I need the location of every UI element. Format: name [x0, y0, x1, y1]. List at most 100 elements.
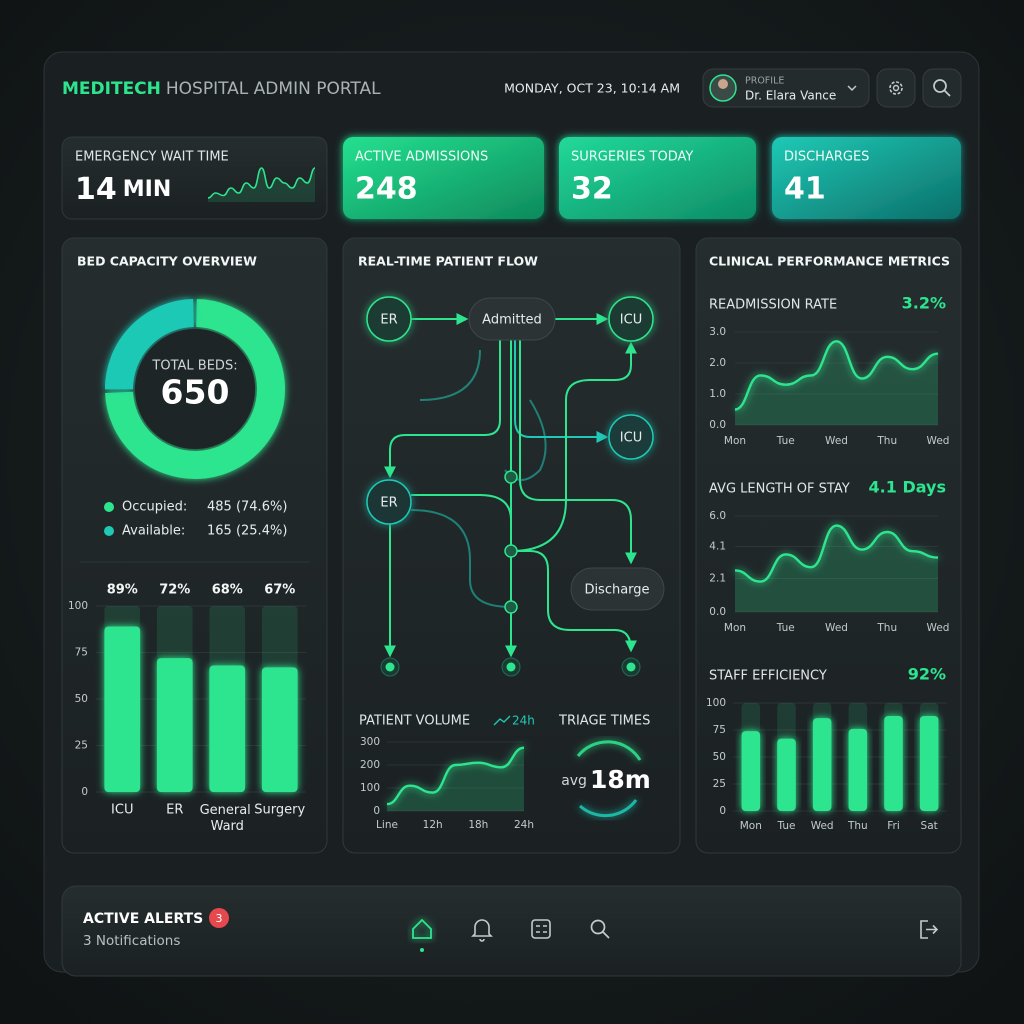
legend-value: 485 (74.6%)	[207, 500, 287, 515]
bar	[884, 715, 903, 811]
chart-title: READMISSION RATE	[709, 298, 837, 313]
kpi-card	[772, 137, 961, 219]
bar-value-label: 72%	[159, 583, 190, 598]
profile-name: Dr. Elara Vance	[745, 89, 836, 103]
legend-dot	[104, 526, 114, 536]
kpi-label: EMERGENCY WAIT TIME	[75, 150, 229, 165]
y-tick-label: 4.1	[709, 540, 726, 552]
legend-dot	[104, 502, 114, 512]
flow-edge	[411, 494, 512, 521]
flow-edge	[514, 340, 609, 443]
donut-segment	[105, 299, 285, 479]
y-tick-label: 50	[75, 693, 88, 705]
kpi-label: SURGERIES TODAY	[571, 150, 693, 165]
x-tick-label: 12h	[423, 819, 443, 831]
avatar-face	[718, 79, 728, 89]
bar	[104, 626, 141, 792]
kpi-label: DISCHARGES	[784, 150, 869, 165]
legend-label: Available:	[122, 524, 185, 539]
home-icon[interactable]	[412, 918, 432, 939]
kpi-unit: MIN	[123, 177, 172, 202]
kpi-label: ACTIVE ADMISSIONS	[355, 150, 488, 165]
search-handle	[602, 931, 610, 939]
logout-icon[interactable]	[920, 920, 939, 939]
y-tick-label: 0.0	[709, 419, 726, 431]
x-tick-label: Thu	[876, 435, 897, 447]
alerts-title: ACTIVE ALERTS	[83, 911, 203, 927]
datetime: MONDAY, OCT 23, 10:14 AM	[504, 81, 680, 96]
y-tick-label: 2.0	[709, 357, 726, 369]
y-tick-label: 75	[75, 647, 88, 659]
gauge-arc	[579, 799, 638, 818]
alerts-badge	[209, 908, 229, 928]
search-icon[interactable]	[590, 919, 606, 935]
x-tick-label: Wed	[825, 622, 848, 634]
chart-headline: 3.2%	[902, 294, 946, 313]
flow-edge	[519, 340, 637, 565]
records-lines	[536, 925, 547, 933]
y-tick-label: 300	[360, 736, 380, 748]
trend-icon	[493, 715, 511, 726]
flow-end-dot	[385, 662, 395, 672]
node-label: ER	[380, 313, 397, 328]
flow-edge	[419, 349, 481, 401]
flow-lines	[380, 313, 641, 677]
profile-button[interactable]	[702, 68, 870, 108]
flow-edge	[410, 509, 512, 608]
chart-title: STAFF EFFICIENCY	[709, 669, 827, 684]
bar-value-label: 67%	[264, 583, 295, 598]
gear-core	[892, 84, 900, 92]
chart-headline: 92%	[908, 665, 946, 684]
search-icon	[933, 79, 947, 93]
sparkline-group	[207, 167, 316, 202]
label-line: General	[200, 803, 255, 818]
node-label: Discharge	[584, 583, 649, 598]
panel-title: CLINICAL PERFORMANCE METRICS	[709, 254, 950, 269]
bell-icon[interactable]	[471, 919, 493, 942]
y-tick-label: 3.0	[709, 326, 726, 338]
records-icon[interactable]	[531, 919, 551, 939]
bottom-bar	[61, 885, 962, 977]
x-tick-label: General Ward	[200, 803, 255, 834]
y-tick-label: 75	[713, 724, 726, 736]
flow-junction	[504, 544, 518, 558]
x-tick-label: ER	[166, 803, 183, 818]
x-tick-label: Wed	[825, 435, 848, 447]
donut-hole	[135, 329, 255, 449]
bar	[812, 718, 832, 811]
node-label: ER	[380, 496, 397, 511]
y-tick-label: 50	[713, 751, 726, 763]
y-tick-label: 0.0	[709, 606, 726, 618]
search-button[interactable]	[922, 68, 962, 108]
flow-nodes: ER Admitted ICU ICU ER Discharge	[366, 296, 665, 611]
triage-prefix: avg	[561, 773, 587, 789]
chart-badge: 24h	[512, 714, 535, 728]
bar	[209, 665, 246, 792]
chart-title: PATIENT VOLUME	[359, 714, 470, 729]
kpi-value: 248	[355, 172, 418, 207]
bar-value-label: 68%	[212, 583, 243, 598]
chart-headline: 4.1 Days	[869, 478, 946, 497]
donut-segment	[105, 299, 195, 390]
flow-node	[366, 479, 412, 525]
profile-label: PROFILE	[745, 76, 784, 87]
bar	[777, 738, 796, 811]
flow-end-dot	[626, 662, 636, 672]
panel-title: BED CAPACITY OVERVIEW	[77, 254, 257, 269]
alerts-subtitle: 3 Notifications	[83, 933, 180, 949]
flow-node	[608, 296, 654, 342]
app-title: MEDITECH HOSPITAL ADMIN PORTAL	[62, 79, 381, 99]
node-label: ICU	[620, 431, 642, 446]
x-tick-label: Surgery	[254, 803, 305, 818]
chevron	[847, 85, 857, 92]
node-label: ICU	[620, 313, 642, 328]
x-tick-label: Thu	[876, 622, 897, 634]
triage-number: 18m	[590, 765, 651, 794]
chart-title: AVG LENGTH OF STAY	[709, 482, 850, 497]
y-tick-label: 6.0	[709, 510, 726, 522]
gauge-arc	[576, 740, 642, 761]
settings-button[interactable]	[876, 68, 916, 108]
clinical-panel	[695, 237, 962, 854]
legend-value: 165 (25.4%)	[207, 524, 287, 539]
flow-node	[366, 296, 412, 342]
